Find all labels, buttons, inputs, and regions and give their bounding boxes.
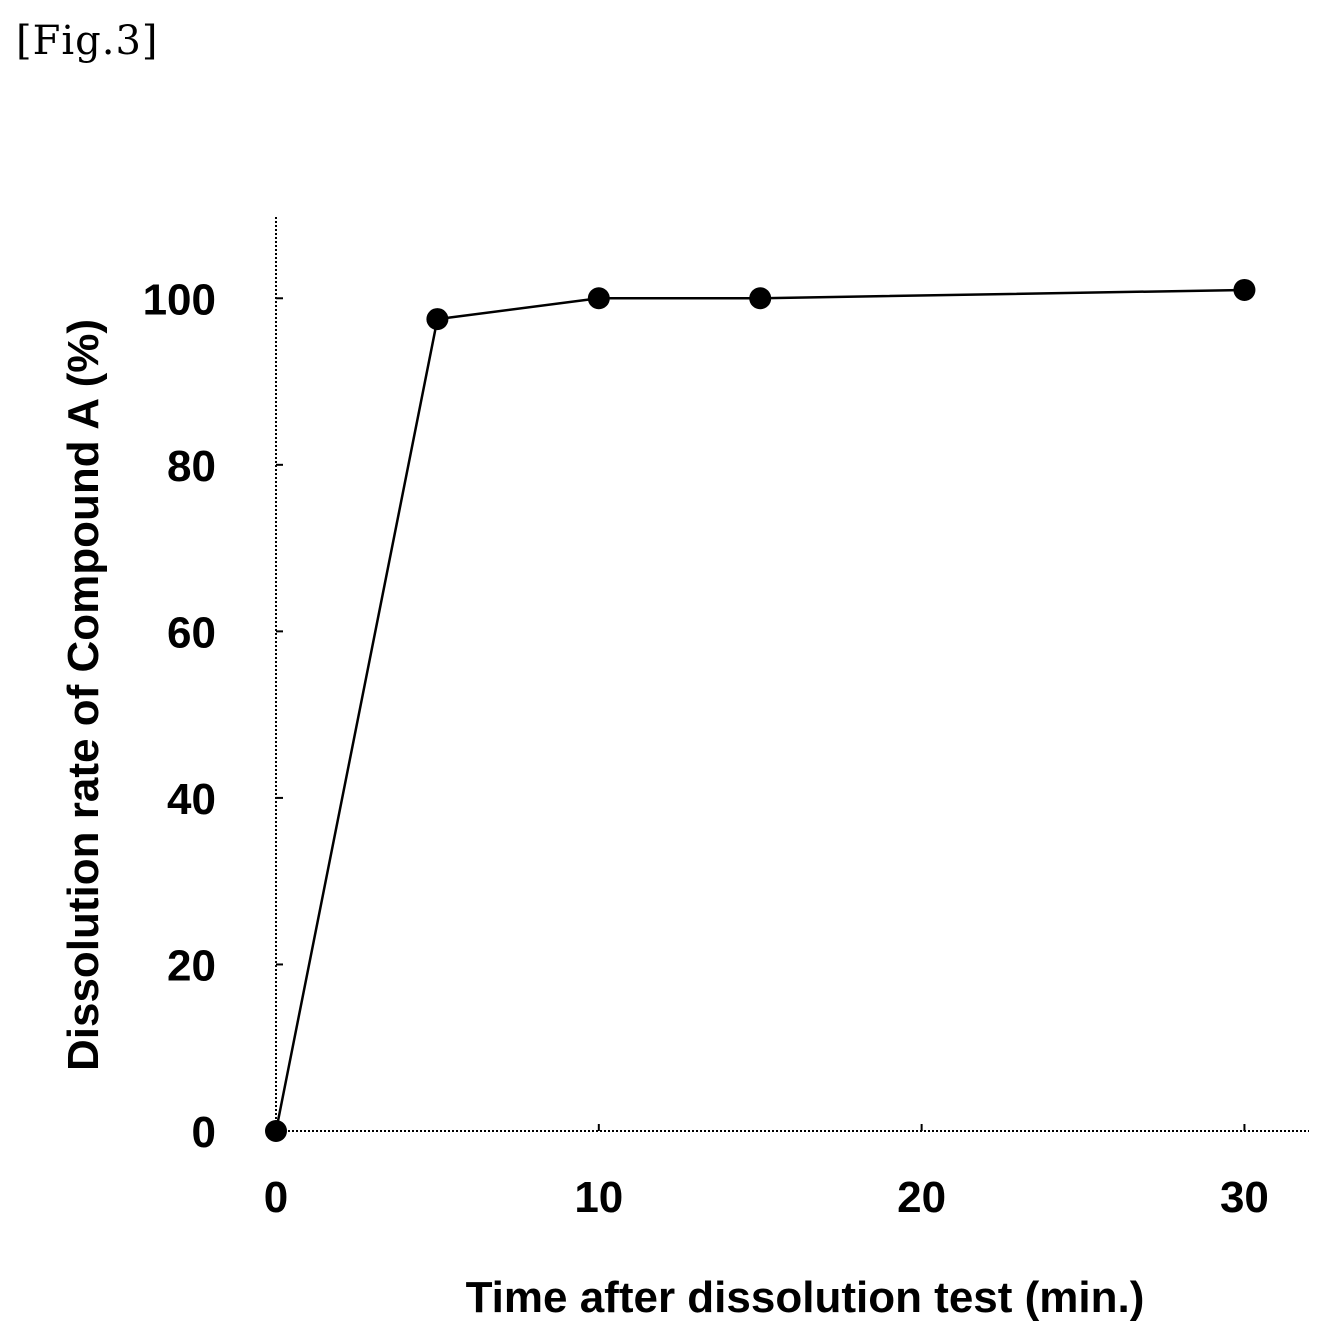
tick-labels: 0 20 40 60 80 100 0 10 20 30 xyxy=(143,275,1269,1222)
figure-label: [Fig.3] xyxy=(16,18,159,64)
y-tick-label: 20 xyxy=(167,941,216,990)
x-tick-label: 10 xyxy=(574,1173,623,1222)
x-tick-label: 20 xyxy=(897,1173,946,1222)
x-axis-title: Time after dissolution test (min.) xyxy=(466,1273,1145,1322)
data-point xyxy=(426,308,449,331)
y-tick-label: 80 xyxy=(167,442,216,491)
series-line xyxy=(274,288,1245,1132)
y-tick-label: 60 xyxy=(167,608,216,657)
y-axis-title: Dissolution rate of Compound A (%) xyxy=(59,319,108,1071)
y-tick-label: 0 xyxy=(192,1108,216,1157)
x-tick-label: 30 xyxy=(1220,1173,1269,1222)
y-tick-label: 40 xyxy=(167,775,216,824)
x-tick-label: 0 xyxy=(264,1173,288,1222)
data-point xyxy=(1233,278,1256,301)
series xyxy=(265,278,1256,1142)
y-tick-label: 100 xyxy=(143,275,216,324)
data-point xyxy=(587,287,610,310)
data-point xyxy=(265,1120,287,1142)
data-point xyxy=(749,287,772,310)
